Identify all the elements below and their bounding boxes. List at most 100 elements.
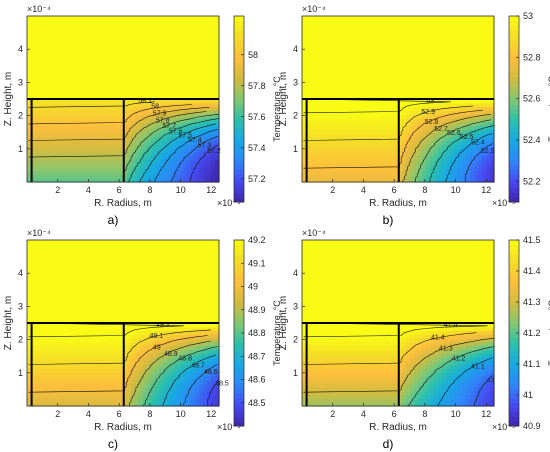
field-cell	[362, 148, 367, 153]
colorbar-segment	[234, 25, 244, 31]
colorbar-segment	[509, 113, 519, 119]
field-cell	[139, 83, 144, 89]
field-cell	[131, 132, 136, 138]
field-cell	[342, 114, 347, 119]
field-cell	[63, 300, 68, 305]
field-cell	[39, 46, 44, 51]
field-cell	[119, 110, 124, 115]
field-cell	[426, 163, 431, 168]
field-cell	[131, 117, 136, 123]
field-cell	[458, 53, 463, 59]
field-cell	[75, 140, 80, 145]
field-cell	[35, 83, 40, 89]
field-cell	[370, 99, 375, 104]
field-cell	[338, 76, 343, 81]
field-cell	[143, 61, 148, 66]
field-cell	[422, 80, 427, 85]
field-cell	[79, 155, 84, 160]
field-cell	[187, 76, 192, 81]
field-cell	[211, 166, 216, 172]
field-cell	[75, 356, 80, 362]
field-cell	[31, 273, 36, 279]
field-cell	[103, 106, 108, 111]
field-cell	[167, 34, 172, 40]
field-cell	[191, 38, 196, 44]
field-cell	[430, 80, 435, 85]
field-cell	[362, 87, 367, 93]
field-cell	[490, 34, 495, 40]
field-cell	[398, 91, 403, 96]
field-cell	[175, 42, 180, 47]
field-cell	[434, 83, 439, 89]
field-cell	[35, 106, 40, 111]
field-cell	[446, 19, 451, 25]
field-cell	[35, 345, 40, 351]
field-cell	[27, 300, 32, 305]
field-cell	[406, 83, 411, 89]
field-cell	[47, 163, 52, 168]
field-cell	[426, 80, 431, 85]
field-cell	[446, 125, 451, 130]
colorbar-segment	[234, 146, 244, 152]
field-cell	[59, 390, 64, 396]
field-cell	[366, 23, 371, 28]
field-cell	[51, 114, 56, 119]
field-cell	[362, 31, 367, 36]
field-cell	[75, 262, 80, 268]
field-cell	[179, 49, 184, 55]
field-cell	[35, 398, 40, 403]
field-cell	[91, 155, 96, 160]
field-cell	[402, 76, 407, 81]
field-cell	[302, 136, 307, 142]
field-cell	[107, 166, 112, 172]
field-cell	[139, 76, 144, 81]
field-cell	[454, 68, 459, 74]
field-cell	[47, 31, 52, 36]
field-cell	[63, 247, 68, 252]
field-cell	[119, 155, 124, 160]
field-cell	[318, 174, 323, 179]
field-cell	[390, 170, 395, 176]
field-cell	[155, 53, 160, 59]
field-cell	[310, 174, 315, 179]
field-cell	[43, 178, 48, 183]
field-cell	[442, 57, 447, 62]
field-cell	[454, 91, 459, 96]
field-cell	[426, 170, 431, 176]
field-cell	[370, 61, 375, 66]
field-cell	[414, 106, 419, 111]
field-cell	[406, 102, 411, 108]
field-cell	[354, 16, 359, 21]
field-cell	[446, 23, 451, 28]
field-cell	[63, 159, 68, 164]
field-cell	[31, 53, 36, 59]
field-cell	[83, 27, 88, 32]
field-cell	[67, 304, 72, 309]
field-cell	[163, 166, 168, 172]
field-cell	[390, 80, 395, 85]
field-cell	[39, 251, 44, 256]
field-cell	[55, 65, 60, 70]
colorbar-segment	[234, 34, 244, 40]
field-cell	[490, 178, 495, 183]
field-cell	[398, 72, 403, 77]
field-cell	[410, 91, 415, 96]
field-cell	[99, 125, 104, 130]
field-cell	[215, 38, 220, 44]
colorbar-segment	[234, 188, 244, 194]
field-cell	[426, 65, 431, 70]
field-cell	[306, 49, 311, 55]
colorbar-segment	[234, 174, 244, 180]
colorbar-segment	[509, 183, 519, 189]
field-cell	[51, 247, 56, 252]
field-cell	[446, 129, 451, 134]
field-cell	[422, 76, 427, 81]
field-cell	[322, 99, 327, 104]
field-cell	[27, 307, 32, 313]
field-cell	[426, 76, 431, 81]
field-cell	[474, 106, 479, 111]
field-cell	[75, 19, 80, 25]
field-cell	[334, 38, 339, 44]
field-cell	[55, 144, 60, 149]
